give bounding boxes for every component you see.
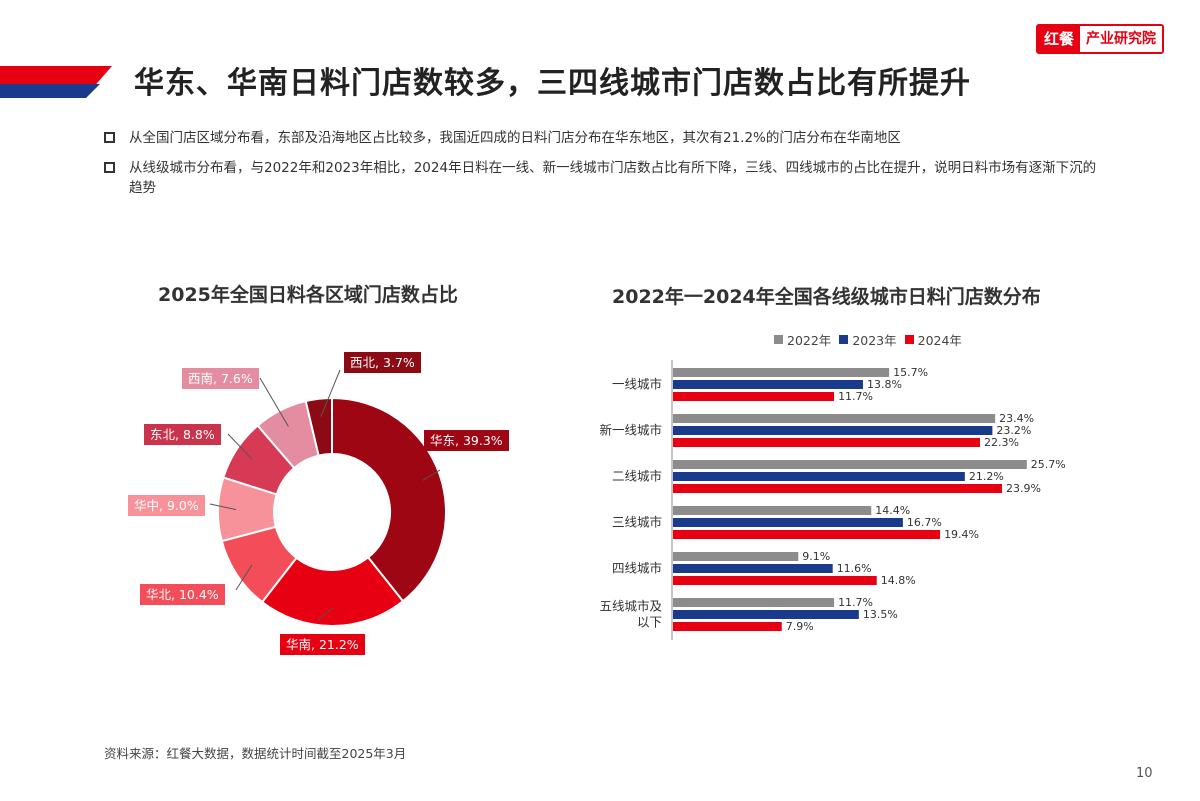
bar-value-label: 13.8% [867,378,902,391]
bar-value-label: 11.6% [837,562,872,575]
bar-五线城市及以下-2023年 [673,610,859,619]
bar-三线城市-2023年 [673,518,903,527]
bar-value-label: 23.4% [999,412,1034,425]
source-note: 资料来源：红餐大数据，数据统计时间截至2025年3月 [104,746,407,761]
category-label-新一线城市: 新一线城市 [599,423,662,438]
bullet-square-icon [104,132,115,143]
page-title: 华东、华南日料门店数较多，三四线城市门店数占比有所提升 [134,66,971,101]
bar-三线城市-2024年 [673,530,941,539]
bar-value-label: 14.4% [875,504,910,517]
legend-label: 2024年 [917,333,962,348]
brand-logo-text: 产业研究院 [1080,26,1163,52]
bar-五线城市及以下-2022年 [673,598,835,607]
bullet-square-icon [104,162,115,173]
bar-三线城市-2022年 [673,506,872,515]
donut-leader-line [422,469,441,481]
bar-一线城市-2024年 [673,392,835,401]
bar-chart-legend: 2022年 2023年 2024年 [774,330,970,349]
bar-value-label: 14.8% [881,574,916,587]
donut-label-东北: 东北, 8.8% [144,424,221,445]
donut-leader-line [259,377,289,427]
legend-label: 2023年 [852,333,897,348]
donut-leader-line [317,607,333,621]
bar-value-label: 21.2% [969,470,1004,483]
donut-label-西南: 西南, 7.6% [182,368,259,389]
category-label-三线城市: 三线城市 [612,515,662,530]
legend-swatch [774,335,783,344]
bar-新一线城市-2023年 [673,426,993,435]
bar-value-label: 7.9% [786,620,814,633]
bar-五线城市及以下-2024年 [673,622,782,631]
category-label-二线城市: 二线城市 [612,469,662,484]
bar-value-label: 19.4% [944,528,979,541]
bar-四线城市-2022年 [673,552,799,561]
bar-value-label: 23.9% [1006,482,1041,495]
donut-label-西北: 西北, 3.7% [344,352,421,373]
bar-二线城市-2022年 [673,460,1027,469]
bullet-list: 从全国门店区域分布看，东部及沿海地区占比较多，我国近四成的日料门店分布在华东地区… [104,128,1104,208]
legend-label: 2022年 [787,333,832,348]
donut-leader-line [235,564,253,591]
donut-slice-华南 [260,555,405,627]
bullet-text: 从全国门店区域分布看，东部及沿海地区占比较多，我国近四成的日料门店分布在华东地区… [129,130,901,146]
bullet-text: 从线级城市分布看，与2022年和2023年相比，2024年日料在一线、新一线城市… [129,160,1097,196]
bar-value-label: 22.3% [984,436,1019,449]
title-accent-blue [0,84,100,98]
brand-logo: 红餐 产业研究院 [1036,24,1165,54]
bullet-item: 从全国门店区域分布看，东部及沿海地区占比较多，我国近四成的日料门店分布在华东地区… [104,128,1104,148]
bar-一线城市-2023年 [673,380,863,389]
category-label-五线城市及以下: 以下 [637,615,662,630]
bar-四线城市-2024年 [673,576,877,585]
bar-value-label: 11.7% [838,596,873,609]
bar-二线城市-2024年 [673,484,1003,493]
bar-一线城市-2022年 [673,368,890,377]
donut-leader-line [227,433,253,460]
bar-二线城市-2023年 [673,472,965,481]
bar-value-label: 13.5% [863,608,898,621]
bar-value-label: 16.7% [907,516,942,529]
bar-chart-title: 2022年一2024年全国各线级城市日料门店数分布 [612,286,1041,308]
donut-chart-title: 2025年全国日料各区域门店数占比 [158,284,458,306]
donut-leader-line [320,369,341,417]
category-label-五线城市及以下: 五线城市及 [599,599,662,614]
legend-swatch [904,335,914,344]
donut-label-华南: 华南, 21.2% [280,634,365,655]
bar-value-label: 25.7% [1031,458,1066,471]
title-accent-red [0,66,112,84]
bar-value-label: 15.7% [893,366,928,379]
bar-新一线城市-2022年 [673,414,996,423]
legend-item-2023年: 2023年 [839,330,897,349]
donut-label-华东: 华东, 39.3% [424,430,509,451]
bar-value-label: 9.1% [802,550,830,563]
bar-四线城市-2023年 [673,564,833,573]
donut-leader-line [209,503,237,511]
brand-logo-mark: 红餐 [1038,26,1081,52]
donut-label-华北: 华北, 10.4% [140,584,225,605]
legend-item-2022年: 2022年 [774,330,831,349]
bullet-item: 从线级城市分布看，与2022年和2023年相比，2024年日料在一线、新一线城市… [104,158,1104,198]
bar-新一线城市-2024年 [673,438,980,447]
donut-slice-华东 [331,396,447,603]
donut-slice-西北 [304,396,333,457]
page-number: 10 [1136,766,1153,781]
bar-value-label: 23.2% [996,424,1031,437]
legend-swatch [839,335,849,344]
donut-label-华中: 华中, 9.0% [128,495,205,516]
bar-value-label: 11.7% [838,390,873,403]
legend-item-2024年: 2024年 [904,330,962,349]
category-label-四线城市: 四线城市 [612,561,662,576]
category-label-一线城市: 一线城市 [612,377,662,392]
